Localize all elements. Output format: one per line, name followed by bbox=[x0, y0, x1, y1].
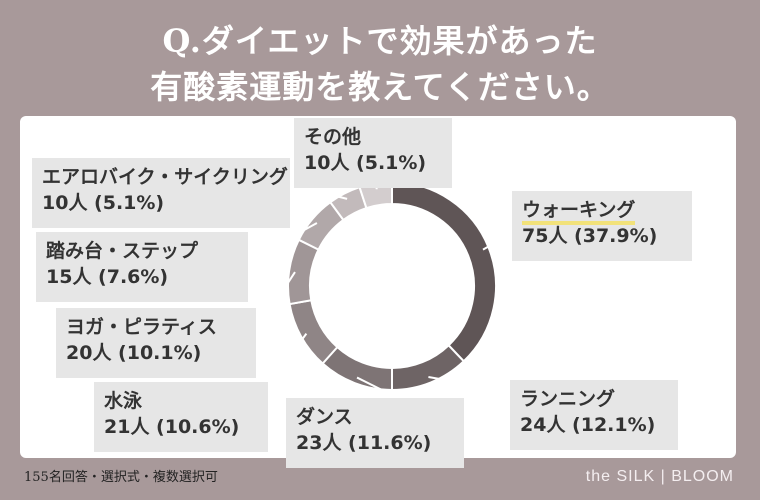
label-cycling: エアロバイク・サイクリング 10人 (5.1%) bbox=[32, 158, 290, 228]
label-walking-name: ウォーキング bbox=[522, 199, 636, 225]
label-dance: ダンス 23人 (11.6%) bbox=[286, 398, 464, 468]
label-yoga-pilates: ヨガ・ピラティス 20人 (10.1%) bbox=[56, 308, 256, 378]
label-step: 踏み台・ステップ 15人 (7.6%) bbox=[36, 232, 248, 302]
label-step-value: 15人 (7.6%) bbox=[46, 266, 169, 288]
footer-note: 155名回答・選択式・複数選択可 bbox=[24, 470, 218, 485]
label-step-name: 踏み台・ステップ bbox=[46, 240, 199, 262]
label-running-name: ランニング bbox=[520, 388, 616, 410]
leader-line-3 bbox=[261, 333, 308, 395]
label-swimming-value: 21人 (10.6%) bbox=[104, 416, 240, 438]
label-running: ランニング 24人 (12.1%) bbox=[510, 380, 678, 450]
donut-slice-2 bbox=[321, 345, 393, 392]
leader-line-0 bbox=[482, 231, 515, 251]
label-yoga-pilates-name: ヨガ・ピラティス bbox=[66, 316, 217, 338]
label-dance-name: ダンス bbox=[296, 406, 353, 428]
chart-title-line-2: 有酸素運動を教えてください。 bbox=[150, 68, 610, 106]
label-walking-value: 75人 (37.9%) bbox=[522, 225, 658, 247]
label-cycling-name: エアロバイク・サイクリング bbox=[42, 166, 288, 188]
label-running-value: 24人 (12.1%) bbox=[520, 414, 656, 436]
label-swimming-name: 水泳 bbox=[104, 390, 143, 412]
label-cycling-value: 10人 (5.1%) bbox=[42, 192, 165, 214]
brand-logo: the SILK | BLOOM bbox=[585, 468, 734, 485]
chart-title-line-1: Q.ダイエットで効果があった bbox=[162, 22, 598, 60]
label-other: その他 10人 (5.1%) bbox=[294, 118, 452, 188]
label-swimming: 水泳 21人 (10.6%) bbox=[94, 382, 268, 452]
leader-line-5 bbox=[245, 222, 318, 263]
label-other-value: 10人 (5.1%) bbox=[304, 152, 427, 174]
label-walking: ウォーキング 75人 (37.9%) bbox=[512, 191, 692, 261]
donut-slice-1 bbox=[391, 343, 466, 392]
leader-line-1 bbox=[428, 375, 515, 393]
leader-line-4 bbox=[251, 271, 296, 339]
donut-slice-3 bbox=[288, 299, 339, 365]
donut-slice-0 bbox=[391, 180, 497, 363]
label-dance-value: 23人 (11.6%) bbox=[296, 432, 432, 454]
donut-slice-4 bbox=[287, 238, 320, 306]
label-yoga-pilates-value: 20人 (10.1%) bbox=[66, 342, 202, 364]
label-other-name: その他 bbox=[304, 126, 362, 148]
